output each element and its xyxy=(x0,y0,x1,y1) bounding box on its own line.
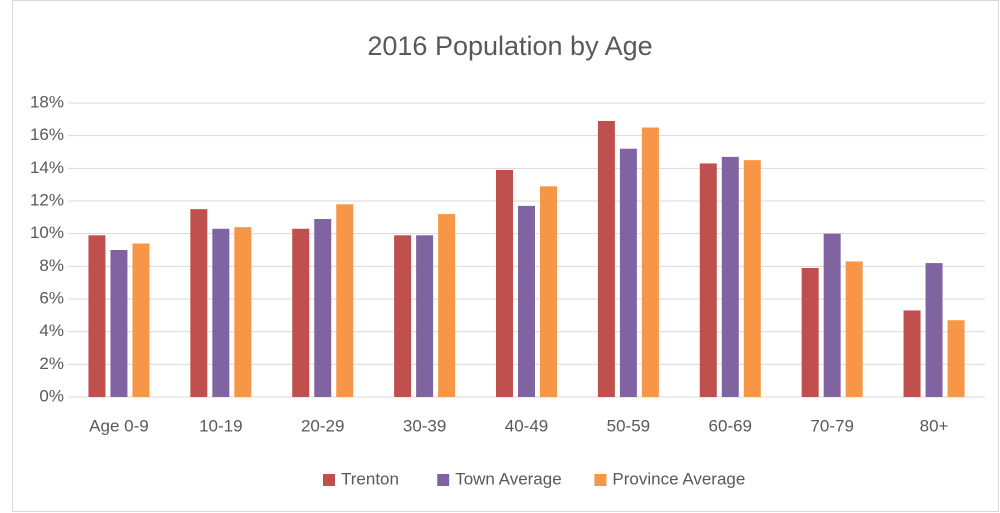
bar xyxy=(314,218,332,397)
bar xyxy=(947,320,965,397)
bar xyxy=(823,233,841,397)
bar xyxy=(743,160,761,397)
legend-label: Town Average xyxy=(455,469,561,488)
chart-title: 2016 Population by Age xyxy=(367,31,652,61)
bar xyxy=(496,169,513,397)
x-tick-label: 70-79 xyxy=(810,416,853,435)
bar xyxy=(721,156,739,397)
y-tick-label: 0% xyxy=(39,386,64,405)
bar xyxy=(438,214,456,397)
x-tick-label: 60-69 xyxy=(709,416,752,435)
x-tick-label: 10-19 xyxy=(199,416,242,435)
y-tick-label: 14% xyxy=(30,158,64,177)
x-tick-label: 80+ xyxy=(920,416,949,435)
bar xyxy=(518,205,535,397)
y-tick-label: 6% xyxy=(39,288,64,307)
bar xyxy=(88,235,106,397)
y-tick-label: 10% xyxy=(30,223,64,242)
x-tick-label: 30-39 xyxy=(403,416,446,435)
x-tick-label: Age 0-9 xyxy=(89,416,149,435)
y-tick-label: 2% xyxy=(39,354,64,373)
legend-label: Province Average xyxy=(612,469,745,488)
legend-label: Trenton xyxy=(341,469,399,488)
bar xyxy=(801,267,819,397)
legend-swatch xyxy=(323,474,335,486)
bar xyxy=(845,261,863,397)
bar xyxy=(699,163,717,397)
bar xyxy=(336,204,354,397)
bar xyxy=(925,263,943,397)
bar xyxy=(132,243,150,397)
bar xyxy=(190,209,208,397)
bar xyxy=(212,228,230,397)
y-tick-label: 16% xyxy=(30,125,64,144)
y-tick-label: 8% xyxy=(39,256,64,275)
bar xyxy=(292,228,310,397)
bar xyxy=(394,235,412,397)
bar xyxy=(903,310,921,397)
bar xyxy=(234,227,252,397)
bar xyxy=(619,148,637,397)
bar xyxy=(540,186,557,397)
y-tick-label: 4% xyxy=(39,321,64,340)
x-tick-label: 20-29 xyxy=(301,416,344,435)
x-tick-label: 50-59 xyxy=(607,416,650,435)
bar xyxy=(416,235,434,397)
y-tick-label: 18% xyxy=(30,92,64,111)
y-tick-label: 12% xyxy=(30,190,64,209)
legend-swatch xyxy=(594,474,607,486)
x-tick-label: 40-49 xyxy=(505,416,548,435)
bar xyxy=(597,120,615,397)
bar xyxy=(641,127,659,397)
legend-swatch xyxy=(437,474,450,486)
bar xyxy=(110,250,128,397)
